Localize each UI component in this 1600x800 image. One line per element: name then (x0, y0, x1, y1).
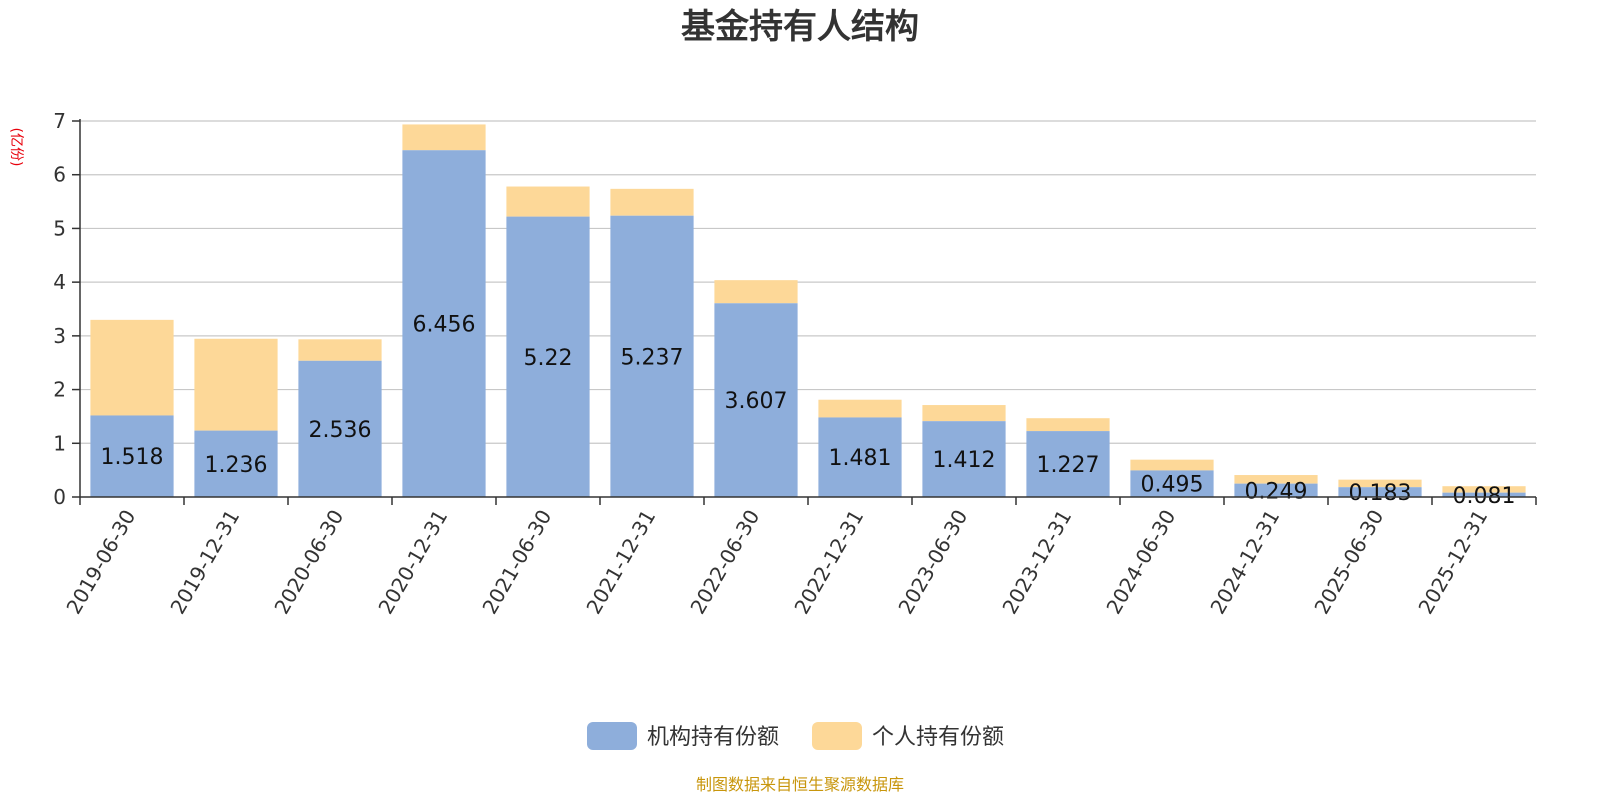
data-label-institutional-2023-12-31: 1.227 (1037, 453, 1100, 478)
x-tick-label: 2024-12-31 (1205, 506, 1284, 619)
legend-label-institutional[interactable]: 机构持有份额 (647, 725, 779, 750)
y-tick-label: 4 (53, 270, 66, 294)
y-tick-label: 6 (53, 163, 66, 187)
bar-institutional-2021-06-30[interactable] (506, 216, 590, 497)
y-axis-unit-label: (亿份) (8, 128, 24, 167)
x-tick-label: 2025-12-31 (1413, 506, 1492, 619)
bar-individual-2023-06-30[interactable] (922, 405, 1006, 422)
x-tick-label: 2023-12-31 (997, 506, 1076, 619)
y-tick-label: 2 (53, 378, 66, 402)
bars (90, 124, 1526, 497)
bar-individual-2025-12-31[interactable] (1442, 486, 1526, 493)
bar-individual-2020-12-31[interactable] (402, 124, 486, 151)
y-tick-label: 0 (53, 485, 66, 509)
x-tick-label: 2022-12-31 (789, 506, 868, 619)
x-tick-label: 2025-06-30 (1309, 506, 1388, 619)
x-tick-label: 2021-12-31 (581, 506, 660, 619)
data-label-institutional-2019-12-31: 1.236 (205, 453, 268, 478)
bar-institutional-2024-12-31[interactable] (1234, 483, 1318, 497)
x-tick-label: 2020-06-30 (269, 506, 348, 619)
bar-individual-2024-12-31[interactable] (1234, 475, 1318, 484)
x-axis: 2019-06-30 2019-12-31 2020-06-30 2020-12-31… (61, 496, 1537, 619)
chart-title: 基金持有人结构 (681, 7, 919, 47)
x-tick-label: 2024-06-30 (1101, 506, 1180, 619)
bar-individual-2022-06-30[interactable] (714, 280, 798, 304)
x-tick-label: 2020-12-31 (373, 506, 452, 619)
legend-swatch-individual[interactable] (812, 722, 862, 750)
data-label-institutional-2023-06-30: 1.412 (933, 448, 996, 473)
data-label-institutional-2021-06-30: 5.22 (524, 346, 573, 371)
y-axis: 0 1 2 3 4 5 6 7 (53, 109, 81, 509)
data-label-institutional-2024-06-30: 0.495 (1141, 473, 1204, 498)
bar-individual-2021-06-30[interactable] (506, 186, 590, 217)
data-label-institutional-2022-06-30: 3.607 (725, 389, 788, 414)
y-tick-label: 3 (53, 324, 66, 348)
data-label-institutional-2024-12-31: 0.249 (1245, 479, 1308, 504)
bar-institutional-2022-06-30[interactable] (714, 303, 798, 497)
bar-individual-2020-06-30[interactable] (298, 339, 382, 361)
bar-institutional-2020-12-31[interactable] (402, 150, 486, 497)
bar-individual-2022-12-31[interactable] (818, 399, 902, 418)
data-label-institutional-2022-12-31: 1.481 (829, 446, 892, 471)
bar-individual-2025-06-30[interactable] (1338, 479, 1422, 488)
bar-individual-2021-12-31[interactable] (610, 188, 694, 216)
legend-swatch-institutional[interactable] (587, 722, 637, 750)
bar-institutional-2020-06-30[interactable] (298, 360, 382, 497)
x-tick-label: 2023-06-30 (893, 506, 972, 619)
bar-institutional-2019-06-30[interactable] (90, 415, 174, 497)
y-tick-label: 7 (53, 109, 66, 133)
bar-individual-2019-12-31[interactable] (194, 338, 278, 431)
data-label-institutional-2025-06-30: 0.183 (1349, 481, 1412, 506)
data-source-note: 制图数据来自恒生聚源数据库 (696, 775, 904, 794)
data-label-institutional-2020-06-30: 2.536 (309, 418, 372, 443)
x-tick-label: 2022-06-30 (685, 506, 764, 619)
bar-institutional-2025-12-31[interactable] (1442, 492, 1526, 497)
y-tick-label: 1 (53, 431, 66, 455)
bar-institutional-2023-06-30[interactable] (922, 421, 1006, 497)
x-tick-label: 2021-06-30 (477, 506, 556, 619)
bar-institutional-2024-06-30[interactable] (1130, 470, 1214, 497)
x-tick-label: 2019-06-30 (61, 506, 140, 619)
data-label-institutional-2019-06-30: 1.518 (101, 445, 164, 470)
y-tick-label: 5 (53, 216, 66, 240)
bar-institutional-2022-12-31[interactable] (818, 417, 902, 497)
bar-institutional-2019-12-31[interactable] (194, 430, 278, 497)
legend[interactable]: 机构持有份额 个人持有份额 (587, 722, 1004, 750)
x-tick-label: 2019-12-31 (165, 506, 244, 619)
bar-individual-2019-06-30[interactable] (90, 319, 174, 416)
bar-individual-2024-06-30[interactable] (1130, 459, 1214, 471)
bar-institutional-2023-12-31[interactable] (1026, 431, 1110, 497)
bar-institutional-2025-06-30[interactable] (1338, 487, 1422, 497)
data-label-institutional-2021-12-31: 5.237 (621, 345, 684, 370)
data-label-institutional-2020-12-31: 6.456 (413, 313, 476, 338)
legend-label-individual[interactable]: 个人持有份额 (872, 725, 1004, 750)
bar-institutional-2021-12-31[interactable] (610, 215, 694, 497)
bar-individual-2023-12-31[interactable] (1026, 418, 1110, 432)
